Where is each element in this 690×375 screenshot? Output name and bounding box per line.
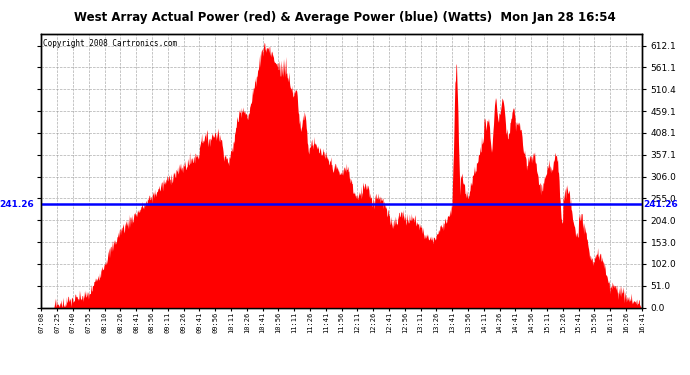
Text: 241.26: 241.26: [0, 200, 34, 209]
Text: Copyright 2008 Cartronics.com: Copyright 2008 Cartronics.com: [43, 39, 177, 48]
Text: West Array Actual Power (red) & Average Power (blue) (Watts)  Mon Jan 28 16:54: West Array Actual Power (red) & Average …: [74, 11, 616, 24]
Text: 241.26: 241.26: [643, 200, 678, 209]
